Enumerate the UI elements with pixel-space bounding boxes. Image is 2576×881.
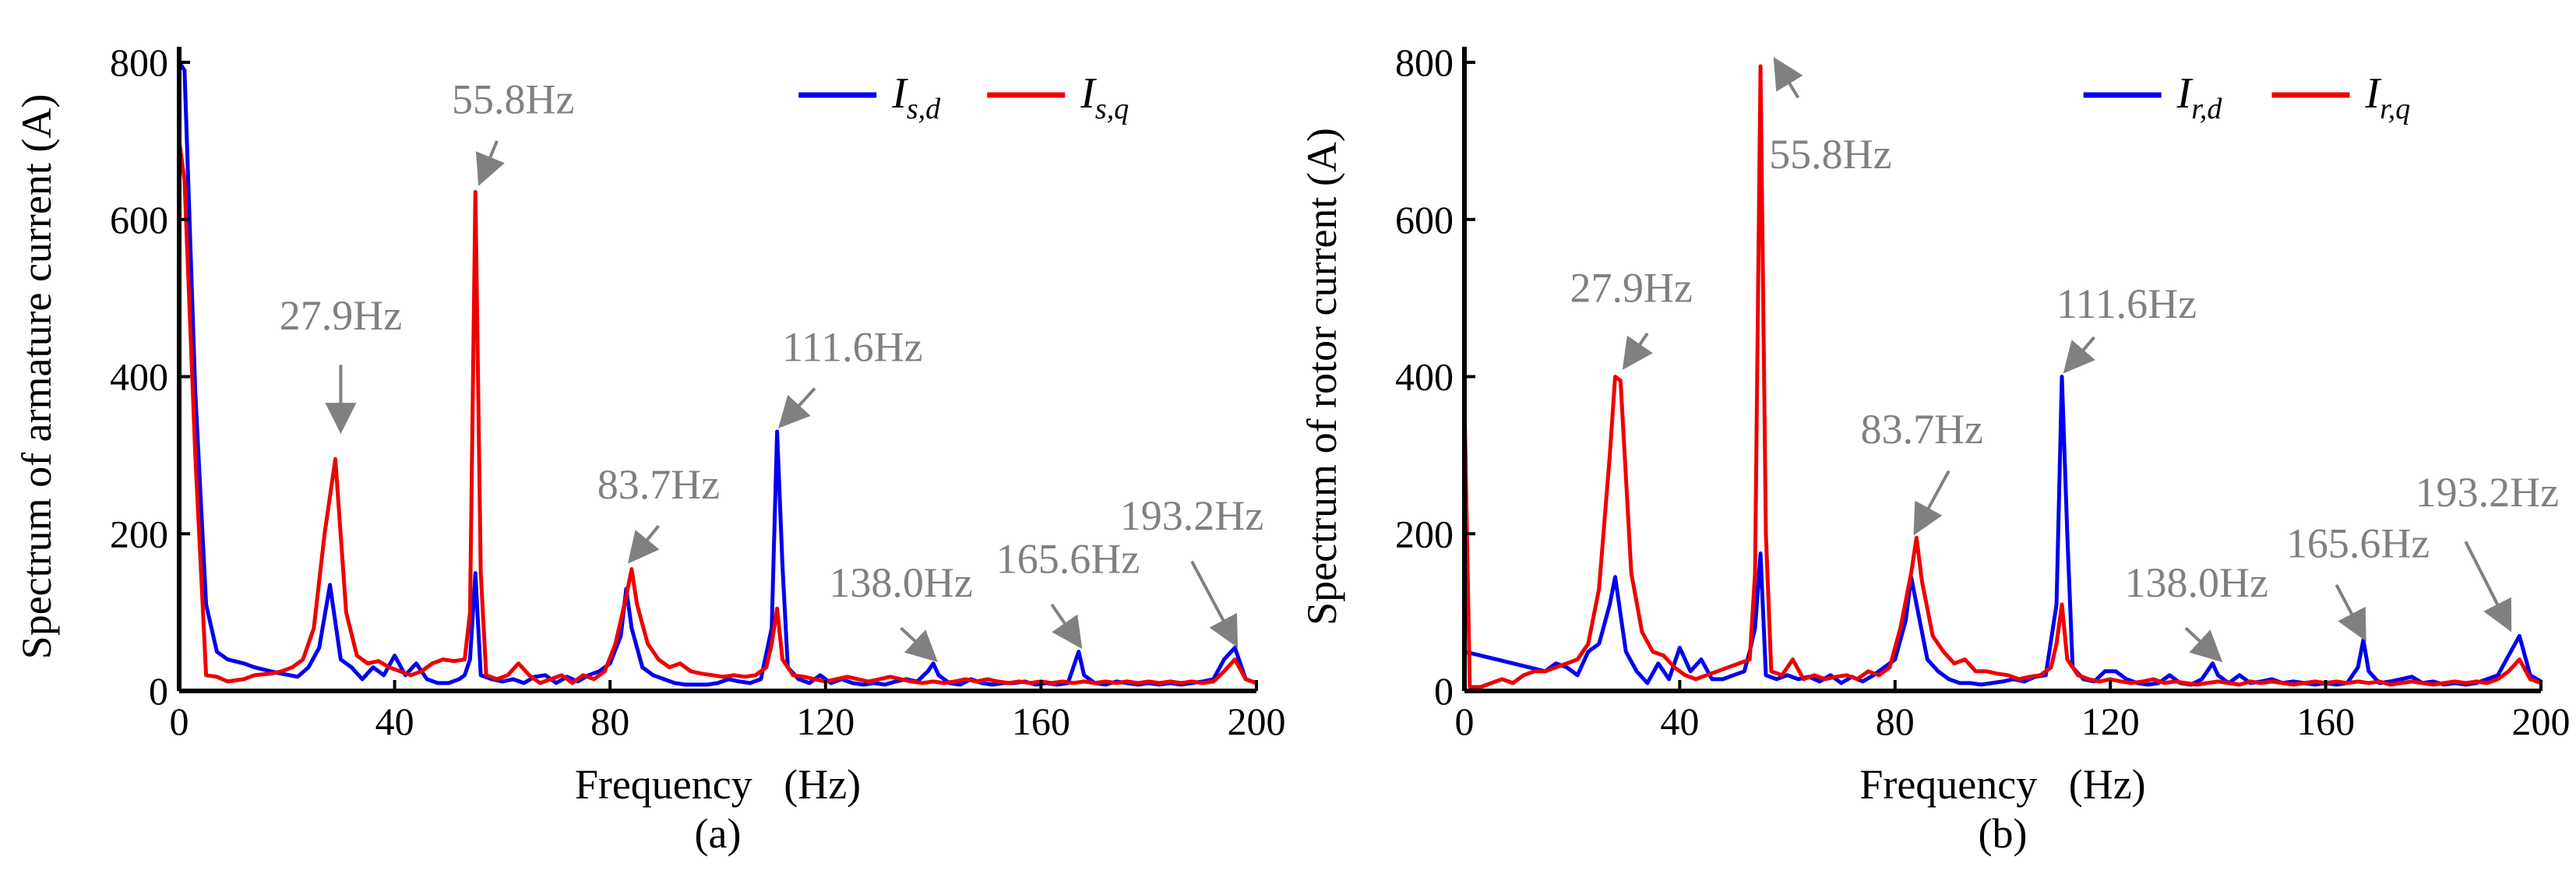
y-tick-label-b: 600 [1395,198,1454,241]
legend-main-b-1: I [2365,69,2382,118]
annotation-label-a-2: 83.7Hz [597,461,720,508]
panel-b: 0 40 80 120 160 200 0 200 400 600 800 Frequency (Hz… [1299,41,2571,857]
y-tick-label-a: 600 [110,198,168,241]
legend-main-b-0: I [2176,69,2194,118]
series-line-a-q [177,140,1257,685]
panel-label-a: (a) [695,810,742,857]
annotation-label-b-2: 83.7Hz [1861,406,1983,453]
x-tick-label-a: 160 [1012,700,1070,743]
series-line-a-d [177,61,1257,687]
annotation-arrow-b-5 [2335,583,2366,642]
x-tick-label-b: 120 [2081,700,2140,743]
panel-label-b: (b) [1979,810,2028,857]
y-tick-label-b: 200 [1395,512,1454,555]
legend-sub-a-0: s,d [907,93,941,125]
x-tick-label-a: 40 [375,700,414,743]
series-line-b-q [1462,64,2542,689]
annotation-label-a-0: 27.9Hz [280,292,402,339]
annotation-label-b-0: 27.9Hz [1570,265,1692,312]
x-tick-label-b: 160 [2296,700,2355,743]
annotation-label-b-6: 193.2Hz [2416,469,2559,516]
x-tick-label-b: 200 [2512,700,2571,743]
y-tick-label-b: 400 [1395,355,1454,399]
y-tick-label-a: 200 [110,512,168,555]
annotation-arrow-a-3 [778,387,816,428]
x-tick-label-a: 120 [796,700,855,743]
x-tick-label-b: 80 [1876,700,1915,743]
legend-main-a-0: I [891,69,908,118]
x-axis-label-b: Frequency (Hz) [1859,761,2145,808]
y-tick-label-b: 800 [1395,41,1454,84]
legend-label-a-1: Is,q [1080,69,1129,125]
x-tick-label-a: 0 [170,700,189,743]
annotation-arrow-a-6 [1190,560,1239,648]
annotation-label-a-6: 193.2Hz [1120,492,1263,539]
x-tick-label-a: 200 [1228,700,1286,743]
annotation-arrow-b-2 [1913,470,1951,536]
legend-label-b-0: Ir,d [2176,69,2223,125]
y-tick-label-a: 0 [149,669,168,713]
x-tick-label-b: 40 [1660,700,1699,743]
annotation-arrow-b-6 [2464,541,2512,633]
annotation-label-b-3: 111.6Hz [2056,280,2197,327]
annotation-arrow-b-4 [2184,626,2223,663]
annotation-label-a-1: 55.8Hz [452,76,574,123]
annotation-arrow-a-4 [900,626,938,663]
x-tick-label-b: 0 [1455,700,1475,743]
annotation-arrow-b-0 [1622,332,1653,370]
x-tick-label-a: 80 [590,700,629,743]
annotation-arrow-a-5 [1050,603,1083,650]
y-axis-label-a: Spectrum of armature current (A) [13,94,60,660]
legend-main-a-1: I [1080,69,1097,118]
y-axis-label-b: Spectrum of rotor current (A) [1299,128,1345,626]
annotation-arrow-b-1 [1773,57,1803,99]
y-tick-label-b: 0 [1434,669,1454,713]
annotation-label-b-1: 55.8Hz [1769,131,1891,178]
annotation-label-a-4: 138.0Hz [829,559,972,606]
legend-label-b-1: Ir,q [2365,69,2411,125]
panel-a: 0 40 80 120 160 200 0 200 400 600 800 Frequency (Hz… [13,41,1286,857]
annotation-arrow-b-3 [2063,336,2095,374]
legend-sub-b-0: r,d [2191,93,2222,125]
annotation-label-b-4: 138.0Hz [2125,559,2268,606]
annotation-label-b-5: 165.6Hz [2286,520,2430,567]
legend-label-a-0: Is,d [891,69,941,125]
x-axis-label-a: Frequency (Hz) [575,761,861,808]
annotation-arrow-a-2 [627,524,660,564]
y-tick-label-a: 400 [110,355,168,399]
y-tick-label-a: 800 [110,41,168,84]
legend-sub-b-1: r,q [2380,93,2410,125]
annotation-label-a-5: 165.6Hz [996,536,1140,583]
annotation-label-a-3: 111.6Hz [782,323,922,370]
annotation-arrow-a-1 [475,140,505,186]
legend-sub-a-1: s,q [1095,93,1129,125]
